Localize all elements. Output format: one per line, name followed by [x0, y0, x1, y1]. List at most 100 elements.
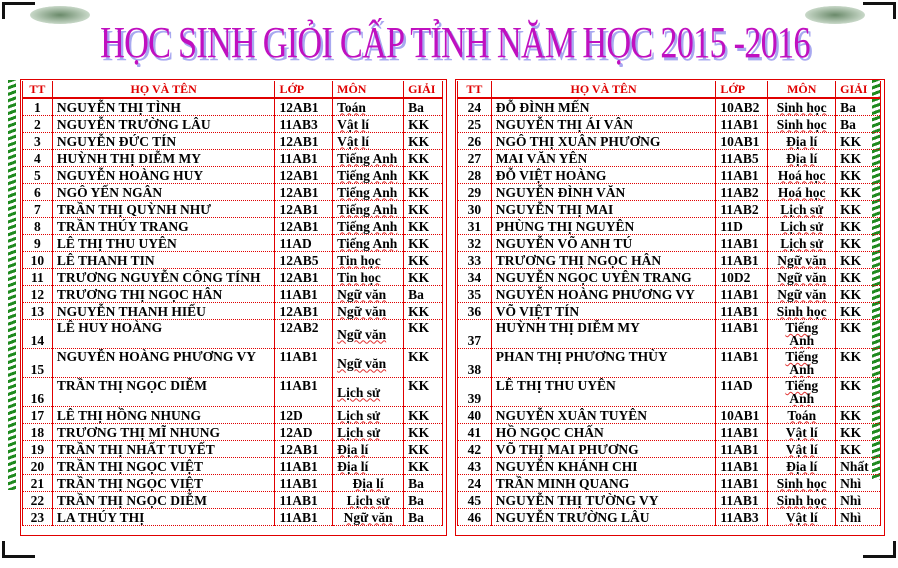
table-row: 8 TRẦN THÚY TRANG 12AB1 Tiếng Anh KK	[22, 217, 443, 235]
class-name: 12AB5	[274, 251, 334, 269]
table-header: TT HỌ VÀ TÊN LỚP MÔN GIẢI	[22, 81, 443, 99]
class-name: 12AB1	[274, 166, 334, 184]
class-name: 11AB2	[715, 183, 769, 201]
row-number: 25	[457, 115, 492, 133]
row-number: 21	[22, 474, 53, 492]
subject: Tiếng Anh	[332, 149, 405, 167]
award: KK	[403, 200, 443, 218]
subject: Tiếng Anh	[332, 166, 405, 184]
table-row: 4 HUỲNH THỊ DIỄM MY 11AB1 Tiếng Anh KK	[22, 149, 443, 167]
subject: Tiếng Anh	[332, 183, 405, 201]
award: KK	[835, 183, 881, 201]
class-name: 11AB1	[715, 440, 769, 458]
class-name: 11AB1	[715, 348, 769, 378]
row-number: 5	[22, 166, 53, 184]
subject: Ngữ văn	[332, 285, 405, 303]
subject: Lịch sử	[332, 406, 405, 424]
table-row: 39 LÊ THỊ THU UYÊN 11AD Tiếng Anh KK	[457, 377, 881, 407]
header-tt: TT	[457, 81, 492, 99]
left-table-frame	[20, 79, 447, 536]
table-row: 31 PHÙNG THỊ NGUYÊN 11D Lịch sử KK	[457, 217, 881, 235]
student-name: NGUYỄN HOÀNG PHƯƠNG VY	[490, 285, 717, 303]
row-number: 29	[457, 183, 492, 201]
right-table-frame	[455, 79, 885, 536]
subject: Sinh học	[767, 474, 837, 492]
page-title: HỌC SINH GIỎI CẤP TỈNH NĂM HỌC 2015 -201…	[0, 18, 898, 68]
award: KK	[403, 183, 443, 201]
subject: Sinh học	[767, 302, 837, 320]
student-name: HUỲNH THỊ DIỄM MY	[490, 319, 717, 349]
subject: Vật lí	[332, 115, 405, 133]
award: KK	[835, 302, 881, 320]
table-row: 13 NGUYỄN THANH HIẾU 12AB1 Ngữ văn KK	[22, 302, 443, 320]
student-name: MAI VĂN YÊN	[490, 149, 717, 167]
class-name: 11AD	[715, 377, 769, 407]
class-name: 11AB1	[715, 474, 769, 492]
decorative-vine	[8, 80, 16, 490]
award: KK	[403, 406, 443, 424]
decorative-leaf	[805, 6, 865, 24]
award: KK	[403, 377, 443, 407]
row-number: 37	[457, 319, 492, 349]
table-row: 27 MAI VĂN YÊN 11AB5 Địa lí KK	[457, 149, 881, 167]
subject: Vật lí	[767, 508, 837, 526]
class-name: 10AB1	[715, 132, 769, 150]
class-name: 11AB1	[274, 508, 334, 526]
student-name: NGUYỄN KHÁNH CHI	[490, 457, 717, 475]
row-number: 16	[22, 377, 53, 407]
table-header: TT HỌ VÀ TÊN LỚP MÔN GIẢI	[457, 81, 881, 99]
row-number: 12	[22, 285, 53, 303]
header-class: LỚP	[715, 81, 769, 99]
award: Nhì	[835, 491, 881, 509]
header-tt: TT	[22, 81, 53, 99]
award: Nhì	[835, 508, 881, 526]
award: KK	[403, 268, 443, 286]
award: Ba	[835, 115, 881, 133]
subject: Toán	[332, 98, 405, 116]
row-number: 8	[22, 217, 53, 235]
award: Nhì	[835, 474, 881, 492]
table-row: 5 NGUYỄN HOÀNG HUY 12AB1 Tiếng Anh KK	[22, 166, 443, 184]
table-row: 14 LÊ HUY HOÀNG 12AB2 Ngữ văn KK	[22, 319, 443, 349]
subject: Lịch sử	[332, 491, 405, 509]
row-number: 35	[457, 285, 492, 303]
table-row: 16 TRẦN THỊ NGỌC DIỄM 11AB1 Lịch sử KK	[22, 377, 443, 407]
subject: Ngữ văn	[767, 268, 837, 286]
student-name: NGUYỄN THỊ ÁI VÂN	[490, 115, 717, 133]
subject: Ngữ văn	[332, 302, 405, 320]
subject: Lịch sử	[767, 217, 837, 235]
student-name: PHAN THỊ PHƯƠNG THÙY	[490, 348, 717, 378]
table-row: 26 NGÔ THỊ XUÂN PHƯƠNG 10AB1 Địa lí KK	[457, 132, 881, 150]
class-name: 11AB1	[274, 348, 334, 378]
subject: Lịch sử	[767, 200, 837, 218]
class-name: 11AB3	[274, 115, 334, 133]
header-subject: MÔN	[767, 81, 837, 99]
class-name: 10D2	[715, 268, 769, 286]
subject: Hoá học	[767, 166, 837, 184]
table-row: 40 NGUYỄN XUÂN TUYÊN 10AB1 Toán KK	[457, 406, 881, 424]
award: KK	[835, 319, 881, 349]
row-number: 26	[457, 132, 492, 150]
row-number: 42	[457, 440, 492, 458]
class-name: 12AB1	[274, 183, 334, 201]
row-number: 11	[22, 268, 53, 286]
table-row: 28 ĐỖ VIỆT HOÀNG 11AB1 Hoá học KK	[457, 166, 881, 184]
award: KK	[403, 251, 443, 269]
award: KK	[835, 251, 881, 269]
student-name: ĐỖ VIỆT HOÀNG	[490, 166, 717, 184]
row-number: 24	[457, 98, 492, 116]
student-name: NGUYỄN XUÂN TUYÊN	[490, 406, 717, 424]
award: KK	[835, 132, 881, 150]
subject: Vật lí	[332, 132, 405, 150]
header-subject: MÔN	[332, 81, 405, 99]
award: KK	[403, 423, 443, 441]
award: KK	[835, 268, 881, 286]
table-row: 17 LÊ THỊ HỒNG NHUNG 12D Lịch sử KK	[22, 406, 443, 424]
student-name: LÊ THANH TIN	[51, 251, 276, 269]
award: Ba	[403, 508, 443, 526]
table-row: 1 NGUYỄN THỊ TÌNH 12AB1 Toán Ba	[22, 98, 443, 116]
class-name: 12AB2	[274, 319, 334, 349]
subject: Ngữ văn	[332, 319, 405, 349]
award: KK	[403, 217, 443, 235]
subject: Địa lí	[332, 474, 405, 492]
